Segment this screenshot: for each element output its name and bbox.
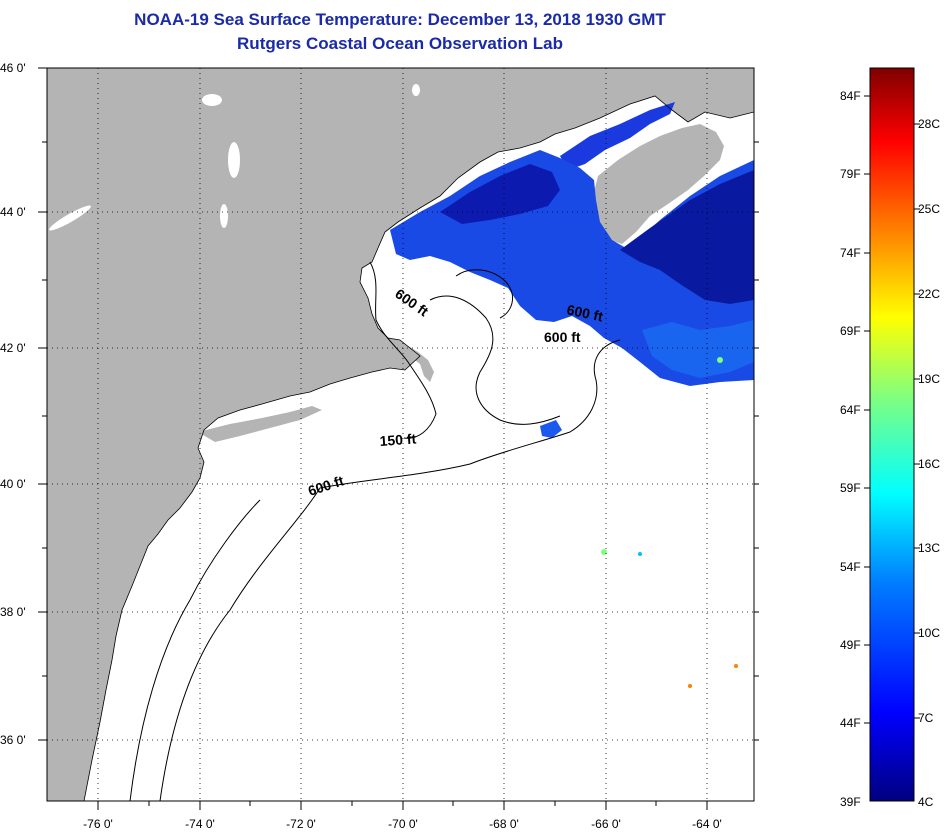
tick-marks — [38, 67, 759, 810]
sst-speck — [601, 549, 607, 555]
lat-label: 44 0' — [0, 205, 26, 219]
colorbar-f-label: 79F — [840, 167, 861, 181]
sst-speck — [688, 684, 692, 688]
land-us — [47, 68, 754, 801]
lon-label: -70 0' — [388, 817, 418, 831]
land-long-island — [198, 406, 322, 442]
sst-georges-patch — [540, 420, 562, 438]
colorbar-c-label: 13C — [918, 541, 940, 555]
colorbar-f-label: 49F — [840, 638, 861, 652]
colorbar-f-label: 69F — [840, 324, 861, 338]
colorbar-f-label: 39F — [840, 795, 861, 809]
lon-label: -76 0' — [83, 817, 113, 831]
contour-georges — [429, 295, 561, 425]
lat-label: 40 0' — [0, 477, 26, 491]
bay-of-fundy — [560, 102, 675, 170]
contour-label: 150 ft — [379, 430, 417, 449]
colorbar-f-label: 54F — [840, 560, 861, 574]
lon-label: -74 0' — [185, 817, 215, 831]
colorbar-c-label: 7C — [918, 711, 934, 725]
lon-label: -64 0' — [692, 817, 722, 831]
contour-shelf-inner — [129, 499, 261, 801]
lat-label: 46 0' — [0, 61, 26, 75]
colorbar — [869, 67, 915, 802]
colorbar-c-label: 22C — [918, 287, 940, 301]
colorbar-ticks — [864, 95, 920, 724]
colorbar-c-label: 16C — [918, 457, 940, 471]
colorbar-f-label: 59F — [840, 481, 861, 495]
depth-contours — [129, 261, 621, 801]
colorbar-c-label: 4C — [918, 795, 934, 809]
sst-warm-patch — [642, 320, 754, 378]
colorbar-f-label: 74F — [840, 246, 861, 260]
lon-label: -72 0' — [286, 817, 316, 831]
lat-label: 36 0' — [0, 733, 26, 747]
map-frame — [46, 67, 755, 802]
land-cape-cod — [388, 338, 434, 382]
lakes — [49, 84, 420, 231]
contour-label: 600 ft — [565, 301, 604, 324]
map-title: NOAA-19 Sea Surface Temperature: Decembe… — [134, 10, 666, 29]
colorbar-f-label: 64F — [840, 403, 861, 417]
map-subtitle: Rutgers Coastal Ocean Observation Lab — [237, 34, 563, 53]
colorbar-c-label: 10C — [918, 626, 940, 640]
contour-150ft — [369, 261, 437, 439]
colorbar-c-label: 28C — [918, 117, 940, 131]
sst-speck — [638, 552, 642, 556]
sst-speck — [734, 664, 738, 668]
sst-speck — [717, 357, 723, 363]
contour-600ft-shelf-break — [159, 339, 621, 801]
sst-coastal-maine — [440, 164, 560, 224]
coastline — [83, 95, 754, 801]
lat-label: 38 0' — [0, 605, 26, 619]
contour-bank — [455, 269, 514, 319]
lat-label: 42 0' — [0, 341, 26, 355]
land-nova-scotia — [594, 124, 724, 244]
lon-label: -66 0' — [591, 817, 621, 831]
colorbar-f-label: 44F — [840, 716, 861, 730]
contour-label: 600 ft — [544, 329, 581, 345]
colorbar-c-label: 19C — [918, 372, 940, 386]
colorbar-f-label: 84F — [840, 89, 861, 103]
colorbar-c-label: 25C — [918, 202, 940, 216]
sst-scotian-shelf — [620, 170, 754, 304]
lat-lon-grid — [47, 68, 754, 801]
lon-label: -68 0' — [489, 817, 519, 831]
